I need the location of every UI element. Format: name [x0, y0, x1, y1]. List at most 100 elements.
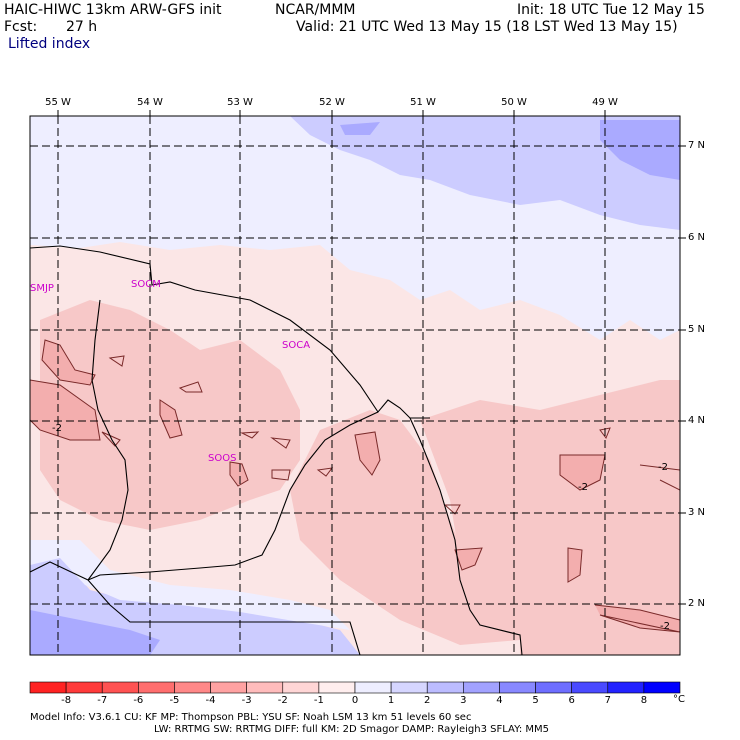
- contour-spot-d: [567, 547, 583, 583]
- lat-label-4n: 4 N: [688, 415, 706, 426]
- contour-minus2-amapa: [354, 431, 381, 476]
- lon-label-53w: 53 W: [227, 97, 253, 108]
- lon-label-52w: 52 W: [319, 97, 345, 108]
- mid-pink-spot-d: [568, 548, 582, 582]
- lon-label-49w: 49 W: [592, 97, 618, 108]
- colorbar-swatch: [643, 681, 681, 694]
- mid-blue-north-patch: [340, 122, 380, 135]
- station-soca: SOCA: [282, 340, 311, 351]
- forecast-label: Fcst:: [4, 19, 38, 35]
- model-title: HAIC-HIWC 13km ARW-GFS init: [4, 2, 222, 18]
- lat-lon-grid: [30, 116, 680, 655]
- station-socm: SOCM: [131, 279, 161, 290]
- contour-spot-h: [270, 437, 291, 449]
- contour-label: -2: [658, 462, 668, 473]
- contour-spot-a: [159, 399, 183, 439]
- forecast-hour: 27 h: [66, 19, 98, 35]
- colorbar-swatch: [607, 681, 645, 694]
- contour-spot-b: [229, 461, 249, 487]
- contour-spot-l: [639, 464, 680, 491]
- organization: NCAR/MMM: [275, 2, 356, 18]
- station-smjp: SMJP: [30, 283, 54, 294]
- axis-ticks: [57, 110, 686, 605]
- colorbar-swatch: [246, 681, 284, 694]
- lat-label-2n: 2 N: [688, 598, 706, 609]
- mid-pink-spot-c: [455, 548, 482, 570]
- colorbar-tick-label: 8: [640, 695, 648, 706]
- map-frame: [29, 115, 681, 656]
- contour-spot-f: [271, 469, 291, 481]
- lat-label-5n: 5 N: [688, 324, 706, 335]
- light-pink-east: [420, 380, 680, 655]
- contour-spot-g: [108, 355, 125, 367]
- footer-physics-info: LW: RRTMG SW: RRTMG DIFF: full KM: 2D Sm…: [154, 724, 550, 735]
- contour-spot-n: [101, 431, 121, 447]
- mid-blue-southwest: [30, 610, 160, 655]
- mid-pink-west-spot-2: [42, 340, 95, 385]
- lat-label-7n: 7 N: [688, 140, 706, 151]
- colorbar-tick-label: -2: [277, 695, 288, 706]
- border-amapa-east: [409, 417, 523, 655]
- colorbar-swatch: [426, 681, 464, 694]
- colorbar-swatch: [138, 681, 175, 694]
- colorbar-swatch: [282, 681, 320, 694]
- colorbar-tick-label: 2: [424, 695, 431, 706]
- colorbar: [29, 681, 681, 694]
- lon-label-51w: 51 W: [410, 97, 436, 108]
- colorbar-tick-label: 5: [532, 695, 539, 706]
- coastline: [30, 245, 430, 419]
- light-blue-north-band: [290, 116, 680, 230]
- colorbar-tick-label: 7: [604, 695, 611, 706]
- colorbar-tick-label: -1: [313, 695, 324, 706]
- colorbar-tick-label: 3: [460, 695, 467, 706]
- colorbar-swatch: [463, 681, 500, 694]
- lon-label-55w: 55 W: [45, 97, 71, 108]
- colorbar-swatch: [65, 681, 103, 694]
- border-sw: [30, 561, 89, 581]
- colorbar-tick-label: 0: [351, 695, 359, 706]
- colorbar-swatch: [571, 681, 609, 694]
- init-time: Init: 18 UTC Tue 12 May 15: [517, 2, 705, 18]
- contour-spot-j: [443, 504, 461, 515]
- border-amapa-para: [87, 579, 361, 655]
- contour-minus2-west: [30, 379, 101, 441]
- mid-pink-east-spot: [560, 455, 605, 490]
- lon-label-54w: 54 W: [137, 97, 163, 108]
- contour-spot-i: [316, 467, 334, 477]
- colorbar-tick-label: -5: [169, 695, 180, 706]
- colorbar-swatch: [101, 681, 139, 694]
- colorbar-swatch: [390, 681, 428, 694]
- contour-label: -2: [660, 621, 670, 632]
- colorbar-tick-label: 1: [387, 695, 395, 706]
- contour-minus2-east: [559, 454, 606, 491]
- colorbar-swatch: [499, 681, 536, 694]
- valid-time: Valid: 21 UTC Wed 13 May 15 (18 LST Wed …: [296, 19, 678, 35]
- mid-pink-spot-a: [160, 400, 182, 438]
- colorbar-swatch: [354, 681, 392, 694]
- contour-label: -2: [52, 423, 62, 434]
- colorbar-tick-label: -7: [97, 695, 108, 706]
- colorbar-tick-label: 6: [568, 695, 575, 706]
- contour-label: -2: [578, 482, 588, 493]
- lat-label-3n: 3 N: [688, 507, 706, 518]
- border-guiana-amapa: [87, 411, 379, 581]
- colorbar-swatch: [318, 681, 356, 694]
- coastline-borders: [30, 245, 523, 655]
- mid-pink-amapa-spot: [355, 432, 380, 475]
- colorbar-swatch: [174, 681, 211, 694]
- colorbar-tick-label: -8: [61, 695, 72, 706]
- contour-minus2-se: [594, 604, 680, 633]
- colorbar-swatch: [535, 681, 572, 694]
- mid-pink-se-spot: [595, 605, 680, 632]
- mid-blue-ne-patch: [600, 120, 680, 180]
- lat-label-6n: 6 N: [688, 232, 706, 243]
- footer-model-info: Model Info: V3.6.1 CU: KF MP: Thompson P…: [30, 712, 472, 723]
- border-suriname-guiana: [87, 299, 129, 581]
- colorbar-tick-label: -4: [205, 695, 216, 706]
- contour-spot-e: [178, 381, 203, 393]
- field-name: Lifted index: [8, 36, 91, 52]
- contour-lines: [30, 339, 680, 633]
- colorbar-swatch: [29, 681, 67, 694]
- pale-blue-southwest: [30, 540, 350, 630]
